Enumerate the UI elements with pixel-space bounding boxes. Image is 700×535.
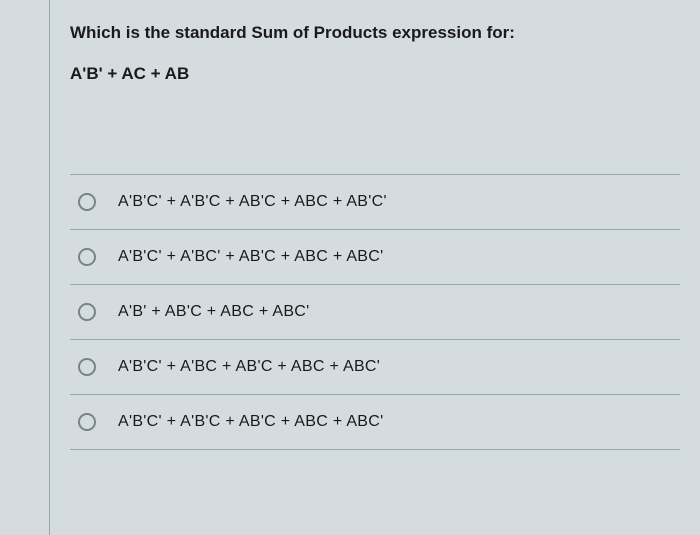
option-label: A'B' + AB'C + ABC + ABC' [118, 303, 310, 321]
question-prompt: Which is the standard Sum of Products ex… [70, 20, 680, 46]
content-area: Which is the standard Sum of Products ex… [50, 0, 700, 535]
option-row[interactable]: A'B'C' + A'B'C + AB'C + ABC + ABC' [70, 395, 680, 450]
option-row[interactable]: A'B' + AB'C + ABC + ABC' [70, 285, 680, 340]
option-label: A'B'C' + A'B'C + AB'C + ABC + AB'C' [118, 193, 387, 211]
option-row[interactable]: A'B'C' + A'B'C + AB'C + ABC + AB'C' [70, 175, 680, 230]
option-label: A'B'C' + A'BC + AB'C + ABC + ABC' [118, 358, 380, 376]
option-label: A'B'C' + A'B'C + AB'C + ABC + ABC' [118, 413, 383, 431]
radio-button[interactable] [78, 248, 96, 266]
options-list: A'B'C' + A'B'C + AB'C + ABC + AB'C' A'B'… [70, 174, 680, 450]
option-row[interactable]: A'B'C' + A'BC' + AB'C + ABC + ABC' [70, 230, 680, 285]
left-margin [0, 0, 50, 535]
radio-button[interactable] [78, 303, 96, 321]
option-label: A'B'C' + A'BC' + AB'C + ABC + ABC' [118, 248, 383, 266]
radio-button[interactable] [78, 193, 96, 211]
radio-button[interactable] [78, 413, 96, 431]
radio-button[interactable] [78, 358, 96, 376]
option-row[interactable]: A'B'C' + A'BC + AB'C + ABC + ABC' [70, 340, 680, 395]
quiz-container: Which is the standard Sum of Products ex… [0, 0, 700, 535]
question-expression: A'B' + AC + AB [70, 64, 680, 84]
